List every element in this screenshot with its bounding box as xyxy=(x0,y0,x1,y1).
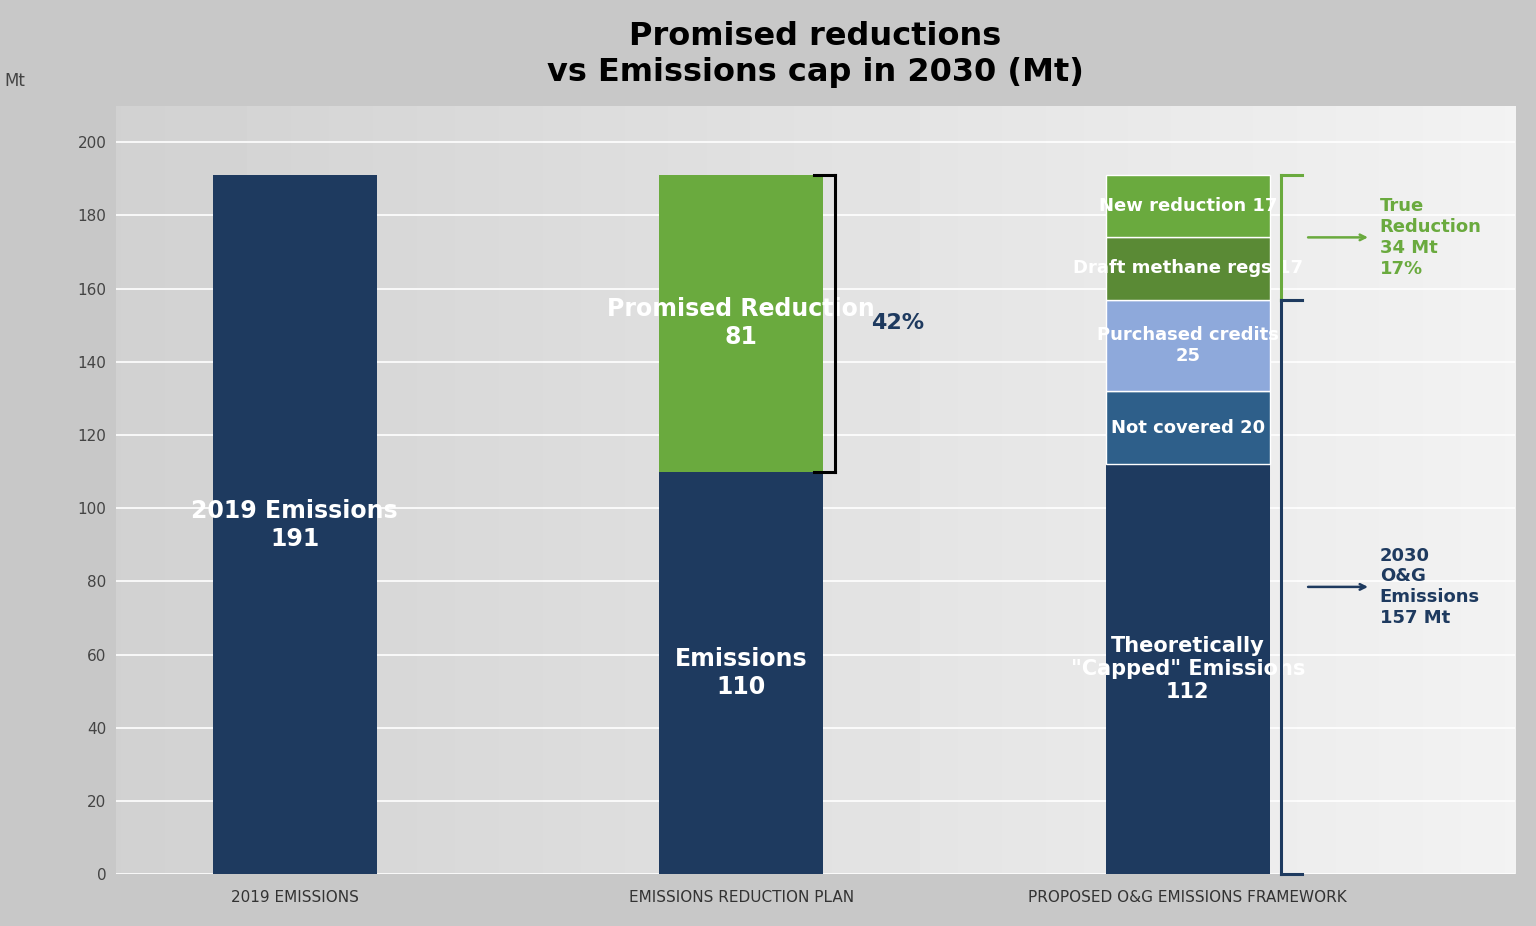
Text: 42%: 42% xyxy=(871,313,923,333)
Text: New reduction 17: New reduction 17 xyxy=(1098,197,1276,215)
Bar xyxy=(659,471,823,874)
Text: 2019 Emissions
191: 2019 Emissions 191 xyxy=(192,499,398,551)
Title: Promised reductions
vs Emissions cap in 2030 (Mt): Promised reductions vs Emissions cap in … xyxy=(547,20,1084,88)
Text: Theoretically
"Capped" Emissions
112: Theoretically "Capped" Emissions 112 xyxy=(1071,636,1306,703)
Text: Mt: Mt xyxy=(5,72,25,90)
Bar xyxy=(1106,237,1270,300)
Text: True
Reduction
34 Mt
17%: True Reduction 34 Mt 17% xyxy=(1379,197,1482,278)
Bar xyxy=(1106,391,1270,464)
Bar xyxy=(214,175,376,874)
Bar xyxy=(1106,464,1270,874)
Text: Promised Reduction
81: Promised Reduction 81 xyxy=(607,297,876,349)
Bar xyxy=(659,175,823,471)
Text: Not covered 20: Not covered 20 xyxy=(1111,419,1264,437)
Text: Emissions
110: Emissions 110 xyxy=(674,647,808,699)
Text: Draft methane regs 17: Draft methane regs 17 xyxy=(1072,259,1303,278)
Text: 2030
O&G
Emissions
157 Mt: 2030 O&G Emissions 157 Mt xyxy=(1379,546,1479,627)
Text: Purchased credits
25: Purchased credits 25 xyxy=(1097,326,1278,365)
Bar xyxy=(1106,300,1270,391)
Bar xyxy=(1106,175,1270,237)
